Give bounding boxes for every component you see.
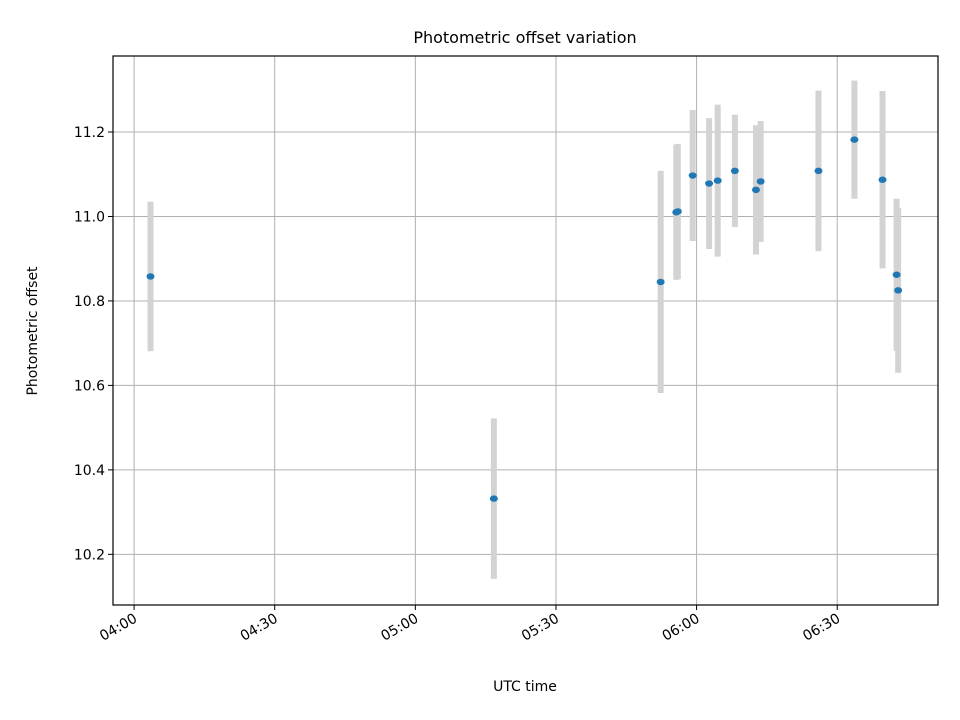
data-point: [892, 271, 901, 278]
y-tick-label: 10.2: [74, 547, 105, 563]
x-tick-label: 04:00: [97, 611, 140, 645]
data-point: [489, 495, 498, 502]
y-tick-label: 10.8: [74, 294, 105, 310]
y-axis-ticks: 10.2 10.4 10.6 10.8 11.0 11.2: [74, 125, 113, 563]
x-tick-label: 05:00: [378, 611, 421, 645]
data-point: [146, 273, 155, 280]
data-point: [751, 186, 760, 194]
data-point: [814, 167, 823, 175]
x-axis-label: UTC time: [493, 679, 557, 695]
x-axis-ticks: 04:00 04:30 05:00 05:30 06:00 06:30: [97, 605, 843, 645]
y-grid: [113, 131, 938, 555]
data-markers: [146, 136, 903, 502]
data-point: [673, 208, 682, 215]
x-tick-label: 06:30: [800, 611, 843, 645]
data-point: [878, 176, 887, 183]
data-point: [756, 178, 765, 185]
y-tick-label: 11.2: [74, 125, 105, 141]
y-tick-label: 11.0: [74, 209, 105, 225]
x-grid: [133, 56, 838, 605]
x-tick-label: 06:00: [660, 611, 703, 645]
data-point: [688, 172, 697, 179]
data-point: [894, 287, 903, 294]
error-bars: [147, 80, 902, 579]
data-point: [656, 278, 665, 286]
x-tick-label: 04:30: [238, 611, 281, 645]
data-point: [705, 180, 714, 187]
data-point: [713, 177, 722, 184]
y-tick-label: 10.6: [74, 378, 105, 394]
plot-area-frame: [112, 55, 939, 606]
chart-title: Photometric offset variation: [413, 28, 636, 47]
x-tick-label: 05:30: [519, 611, 562, 645]
y-tick-label: 10.4: [74, 463, 105, 479]
data-point: [730, 167, 739, 175]
y-axis-label: Photometric offset: [25, 266, 41, 396]
data-point: [850, 136, 859, 143]
